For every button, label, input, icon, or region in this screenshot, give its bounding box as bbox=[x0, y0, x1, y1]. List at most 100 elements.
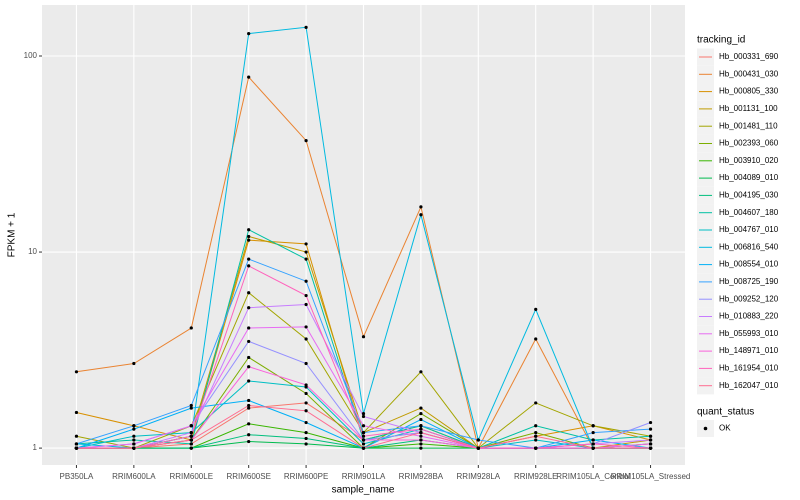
data-point bbox=[189, 446, 193, 450]
data-point bbox=[304, 361, 308, 366]
data-point bbox=[74, 446, 79, 450]
data-point bbox=[591, 424, 595, 428]
data-point bbox=[132, 446, 136, 450]
x-tick-label: RRIM105LA_Control bbox=[556, 472, 630, 481]
data-point bbox=[304, 391, 308, 396]
data-point bbox=[247, 339, 251, 344]
data-point bbox=[419, 205, 423, 209]
legend-label: Hb_001131_100 bbox=[719, 104, 778, 113]
data-point bbox=[591, 438, 595, 442]
point-legend-label: OK bbox=[719, 424, 731, 433]
legend-label: Hb_055993_010 bbox=[719, 329, 779, 338]
data-point bbox=[304, 293, 308, 298]
data-point bbox=[361, 424, 366, 428]
data-point bbox=[361, 411, 366, 416]
legend-label: Hb_010883_220 bbox=[719, 312, 779, 321]
data-point bbox=[247, 228, 251, 232]
data-point bbox=[648, 434, 653, 438]
data-point bbox=[74, 410, 79, 415]
legend-label: Hb_148971_010 bbox=[719, 346, 779, 355]
data-point bbox=[648, 442, 653, 446]
legend-label: Hb_006816_540 bbox=[719, 242, 779, 251]
data-point bbox=[247, 291, 251, 295]
data-point bbox=[247, 326, 251, 330]
data-point bbox=[132, 361, 136, 366]
data-point bbox=[132, 442, 136, 446]
data-point bbox=[361, 446, 366, 450]
point-legend-title: quant_status bbox=[697, 407, 754, 418]
legend-label: Hb_001481_110 bbox=[719, 121, 778, 130]
data-point bbox=[476, 446, 480, 450]
y-tick-label: 10 bbox=[28, 247, 37, 256]
legend-label: Hb_000805_330 bbox=[719, 87, 779, 96]
data-point bbox=[419, 424, 423, 428]
data-point bbox=[534, 424, 538, 428]
data-point bbox=[247, 264, 251, 268]
y-tick-label: 100 bbox=[24, 51, 38, 60]
data-point bbox=[419, 370, 423, 374]
y-axis-title: FPKM + 1 bbox=[7, 212, 18, 257]
data-point bbox=[247, 403, 251, 408]
data-point bbox=[419, 446, 423, 450]
legend-label: Hb_162047_010 bbox=[719, 381, 779, 390]
data-point bbox=[361, 442, 366, 446]
data-point bbox=[189, 424, 193, 428]
data-point bbox=[247, 379, 251, 383]
legend-label: Hb_000431_030 bbox=[719, 69, 779, 78]
data-point bbox=[304, 383, 308, 387]
data-point bbox=[132, 434, 136, 438]
data-point bbox=[304, 25, 308, 29]
x-tick-label: RRIM600PE bbox=[284, 472, 328, 481]
x-tick-label: RRIM901LA bbox=[342, 472, 386, 481]
data-point bbox=[304, 401, 308, 405]
x-tick-label: PB350LA bbox=[60, 472, 94, 481]
data-point bbox=[419, 438, 423, 442]
data-point bbox=[189, 403, 193, 408]
data-point bbox=[361, 414, 366, 419]
data-point bbox=[304, 279, 308, 283]
data-point bbox=[419, 442, 423, 446]
x-tick-label: RRIM600SE bbox=[226, 472, 270, 481]
x-tick-label: RRIM928LE bbox=[514, 472, 558, 481]
legend-label: Hb_008725_190 bbox=[719, 277, 779, 286]
data-point bbox=[419, 427, 423, 431]
data-point bbox=[247, 365, 251, 369]
data-point bbox=[247, 406, 251, 410]
legend-label: Hb_004767_010 bbox=[719, 225, 779, 234]
legend-point bbox=[703, 426, 708, 431]
data-point bbox=[247, 439, 251, 444]
legend-label: Hb_003910_020 bbox=[719, 156, 779, 165]
data-point bbox=[189, 406, 193, 410]
data-point bbox=[534, 434, 538, 438]
data-point bbox=[304, 139, 308, 143]
data-point bbox=[534, 438, 538, 442]
data-point bbox=[247, 238, 251, 242]
data-point bbox=[591, 442, 595, 446]
data-point bbox=[591, 430, 595, 435]
x-tick-label: RRIM600LA bbox=[112, 472, 156, 481]
data-point bbox=[247, 398, 251, 403]
data-point bbox=[361, 434, 366, 438]
data-point bbox=[534, 337, 538, 341]
data-point bbox=[247, 32, 251, 36]
data-point bbox=[304, 250, 308, 254]
data-point bbox=[247, 257, 251, 261]
legend-label: Hb_161954_010 bbox=[719, 364, 779, 373]
data-point bbox=[132, 438, 136, 442]
data-point bbox=[74, 370, 79, 374]
data-point bbox=[648, 427, 653, 431]
data-point bbox=[534, 446, 538, 450]
data-point bbox=[361, 438, 366, 442]
data-point bbox=[189, 438, 193, 442]
data-point bbox=[189, 326, 193, 330]
data-point bbox=[247, 355, 251, 360]
data-point bbox=[361, 430, 366, 435]
x-tick-label: RRIM928BA bbox=[399, 472, 444, 481]
data-point bbox=[534, 307, 538, 311]
data-point bbox=[419, 430, 423, 435]
data-point bbox=[304, 302, 308, 307]
data-point bbox=[419, 406, 423, 410]
data-point bbox=[74, 434, 79, 438]
data-point bbox=[591, 446, 595, 450]
